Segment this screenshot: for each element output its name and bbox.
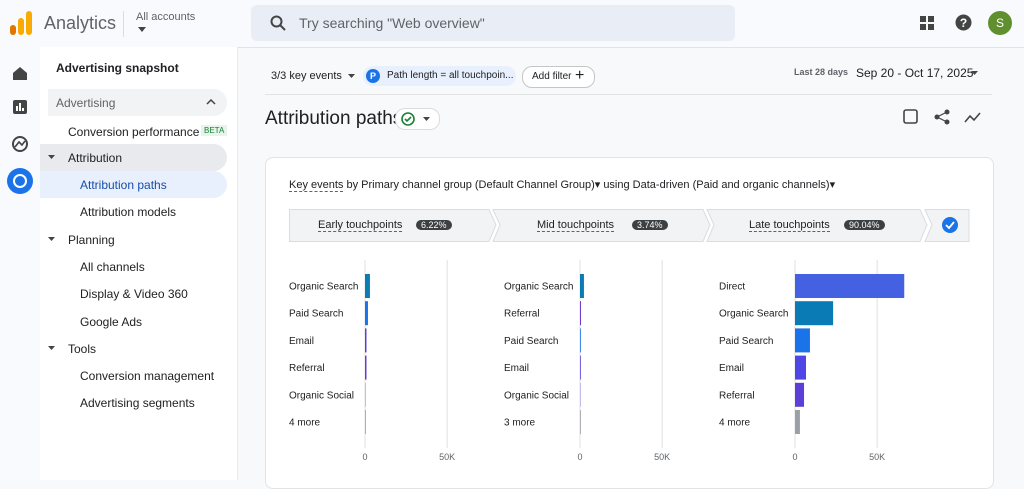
bar (580, 410, 581, 434)
category-label: 4 more (289, 418, 321, 429)
nav-group[interactable]: Attribution (68, 151, 123, 165)
bar (365, 355, 367, 380)
heading-word: by (346, 179, 359, 191)
nav-item-active[interactable]: Attribution paths (80, 178, 167, 192)
icon-rail (0, 47, 40, 480)
search-placeholder: Try searching "Web overview" (299, 15, 485, 31)
page-actions[interactable] (902, 108, 986, 126)
stage-name[interactable]: Mid touchpoints (537, 219, 615, 232)
bar (365, 328, 367, 353)
nav-title[interactable]: Advertising snapshot (56, 61, 179, 75)
bar (795, 410, 800, 434)
add-filter-label: Add filter (532, 71, 572, 82)
category-label: Email (719, 363, 744, 374)
category-label: Referral (719, 390, 755, 401)
category-label: Organic Social (289, 390, 354, 401)
bar (580, 382, 581, 407)
bar (580, 274, 584, 298)
attribution-card: Key events by Primary channel group (Def… (265, 157, 994, 489)
category-label: Email (289, 336, 314, 347)
channel-charts: 0 50K Organic Search Paid Search Email Referr… (289, 260, 905, 462)
nav-section[interactable]: Advertising (56, 96, 116, 110)
nav-item[interactable]: Google Ads (80, 315, 143, 329)
product-name: Analytics (44, 13, 117, 33)
bar (795, 301, 834, 326)
search-box[interactable]: Try searching "Web overview" (251, 5, 735, 41)
plus-icon: + (575, 67, 585, 84)
bar (365, 301, 368, 326)
nav-item[interactable]: Attribution models (80, 205, 177, 219)
heading-word: using (603, 179, 630, 191)
bar (580, 355, 581, 380)
stage-name[interactable]: Early touchpoints (318, 219, 403, 232)
bar (795, 382, 805, 407)
help-icon[interactable]: ? (955, 14, 972, 31)
bar (365, 410, 366, 434)
category-label: Paid Search (719, 336, 773, 347)
nav-item[interactable]: Conversion performance (68, 125, 200, 139)
stage-bar (289, 209, 970, 242)
top-bar: Analytics All accounts Try searching "We… (0, 0, 1024, 48)
x-tick-label: 0 (577, 452, 582, 462)
chip-icon: P (366, 69, 380, 83)
category-label: Email (504, 363, 529, 374)
category-label: Referral (504, 309, 540, 320)
apps-icon[interactable] (920, 16, 934, 30)
nav-group[interactable]: Planning (68, 233, 115, 247)
account-picker[interactable]: All accounts (136, 11, 196, 23)
x-tick-label: 50K (439, 452, 455, 462)
x-tick-label: 0 (362, 452, 367, 462)
nav-item[interactable]: All channels (80, 260, 145, 274)
dimension-picker[interactable]: Primary channel group (Default Channel G… (361, 179, 595, 191)
svg-text:?: ? (960, 16, 967, 30)
chip-label: Path length = all touchpoin... (387, 70, 514, 81)
avatar[interactable]: S (988, 11, 1012, 35)
bar (795, 328, 810, 353)
category-label: Organic Social (504, 390, 569, 401)
filter-chip[interactable]: P Path length = all touchpoin... (363, 66, 516, 86)
model-picker[interactable]: Data-driven (Paid and organic channels) (632, 179, 830, 191)
bar (580, 328, 581, 353)
x-tick-label: 0 (792, 452, 797, 462)
caret (138, 27, 146, 32)
category-label: Organic Search (719, 309, 788, 320)
status-pill[interactable] (395, 108, 440, 130)
card-heading: Key events by Primary channel group (Def… (289, 179, 836, 192)
date-label: Last 28 days (794, 67, 849, 77)
nav-group[interactable]: Tools (68, 342, 97, 356)
x-tick-label: 50K (869, 452, 885, 462)
page-title: Attribution paths (265, 108, 403, 129)
category-label: Organic Search (289, 282, 358, 293)
category-label: Organic Search (504, 282, 573, 293)
x-tick-label: 50K (654, 452, 670, 462)
bar (365, 382, 366, 407)
stage-name[interactable]: Late touchpoints (749, 219, 830, 232)
category-label: 4 more (719, 418, 751, 429)
stage-share: 3.74% (632, 220, 668, 230)
add-filter-button[interactable]: Add filter + (522, 66, 595, 88)
beta-badge: BETA (201, 125, 228, 136)
bar (580, 301, 581, 326)
rail-icons (7, 67, 33, 194)
side-nav: Advertising snapshot Advertising Convers… (40, 47, 238, 480)
nav-item[interactable]: Advertising segments (80, 396, 195, 410)
bar (795, 274, 905, 298)
logo (10, 11, 32, 35)
bar (365, 274, 370, 298)
category-label: Referral (289, 363, 325, 374)
date-range[interactable]: Sep 20 - Oct 17, 2025 (856, 66, 974, 80)
stage-share: 6.22% (416, 220, 452, 230)
stage-share: 90.04% (844, 220, 885, 230)
category-label: Paid Search (504, 336, 558, 347)
nav-item[interactable]: Display & Video 360 (80, 287, 188, 301)
category-label: 3 more (504, 418, 536, 429)
category-label: Paid Search (289, 309, 343, 320)
nav-item[interactable]: Conversion management (80, 369, 215, 383)
key-events-picker[interactable]: 3/3 key events (271, 70, 342, 82)
category-label: Direct (719, 282, 745, 293)
metric-picker[interactable]: Key events (289, 179, 344, 192)
bar (795, 355, 807, 380)
